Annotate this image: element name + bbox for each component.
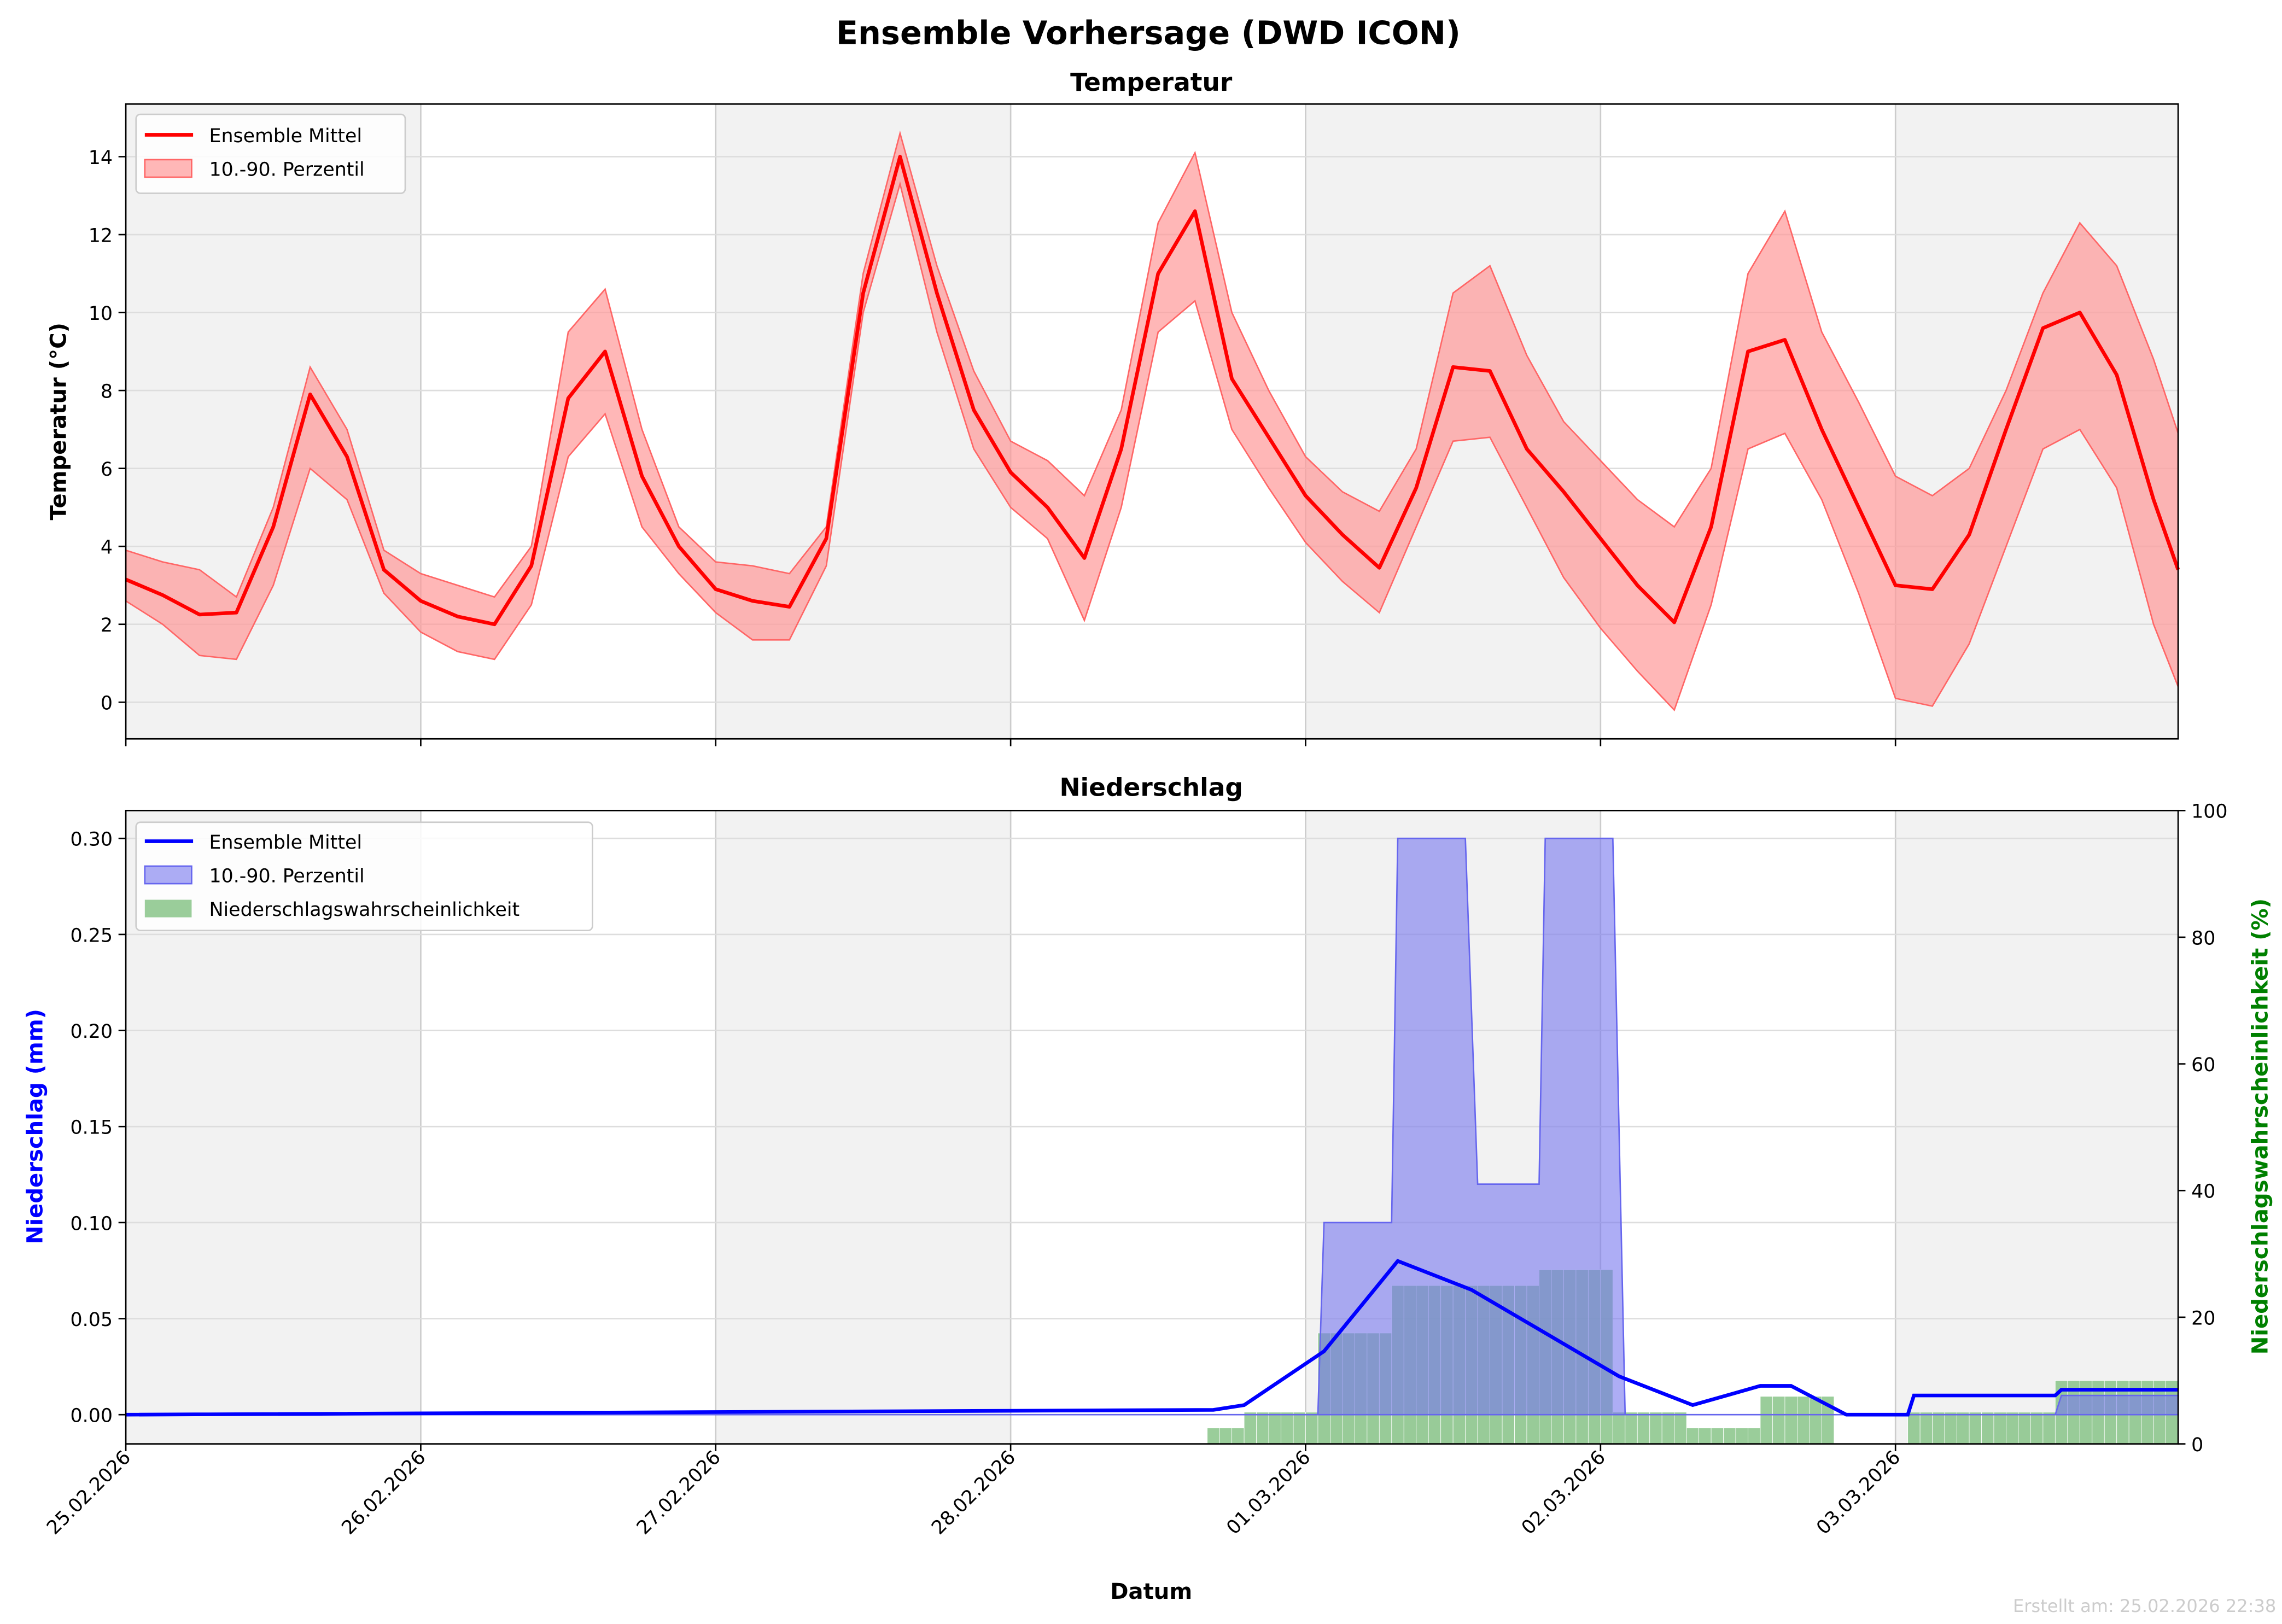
probability-bar: [1281, 1412, 1294, 1445]
legend-label: Ensemble Mittel: [209, 125, 363, 147]
probability-bar: [1305, 1412, 1318, 1445]
legend-label: 10.-90. Perzentil: [209, 159, 365, 180]
temperature-ylabel: Temperatur (°C): [46, 323, 71, 520]
probability-bar: [2006, 1412, 2019, 1445]
probability-bar: [1981, 1412, 1994, 1445]
y-tick-label: 10: [89, 303, 113, 325]
temperature-mean-line: [125, 155, 2180, 627]
legend-label: 10.-90. Perzentil: [209, 865, 365, 887]
legend-label: Ensemble Mittel: [209, 832, 363, 854]
y2-tick-label: 80: [2191, 927, 2215, 949]
y-tick-label: 12: [89, 225, 113, 247]
probability-bar: [1735, 1428, 1748, 1445]
precipitation-legend: Ensemble Mittel 10.-90. Perzentil Nieder…: [135, 821, 593, 932]
suptitle: Ensemble Vorhersage (DWD ICON): [836, 14, 1461, 52]
y-tick-label: 0.05: [71, 1309, 113, 1331]
precipitation-panel: 0.00 0.05 0.10 0.15 0.20 0.25 0.30 0 20 40 60 80 100…: [23, 773, 2273, 1605]
y-tick-label: 8: [101, 381, 113, 402]
probability-bar: [1293, 1412, 1306, 1445]
probability-bar: [1957, 1412, 1970, 1445]
probability-bar: [1661, 1412, 1675, 1445]
y-tick-label: 0.30: [71, 829, 113, 851]
probability-bar: [2018, 1412, 2031, 1445]
temperature-panel: 0 2 4 6 8 10 12 14 Temperatur Temperatur (°C) E…: [46, 68, 2180, 746]
footer-created: Erstellt am: 25.02.2026 22:38: [2013, 1596, 2276, 1616]
probability-bar: [2042, 1412, 2056, 1445]
probability-bar: [1207, 1428, 1220, 1445]
probability-bar: [2030, 1412, 2044, 1445]
probability-bar: [1674, 1412, 1687, 1445]
probability-bar: [1637, 1412, 1650, 1445]
y2-tick-label: 0: [2191, 1434, 2203, 1456]
probability-bar: [1784, 1396, 1797, 1445]
legend-patch-probability: [144, 899, 192, 918]
probability-bar: [1244, 1412, 1257, 1445]
temperature-axes-frame: [125, 103, 2179, 740]
precipitation-ylabel: Niederschlag (mm): [23, 1009, 48, 1244]
probability-bar: [1919, 1412, 1933, 1445]
legend-patch-band: [144, 159, 192, 178]
probability-bar: [1686, 1428, 1700, 1445]
y-tick-label: 0.20: [71, 1021, 113, 1043]
probability-bar: [1748, 1428, 1761, 1445]
probability-bar: [1772, 1396, 1785, 1445]
probability-bar: [1723, 1428, 1736, 1445]
y-tick-label: 0.00: [71, 1405, 113, 1427]
probability-bar: [1612, 1412, 1626, 1445]
temperature-legend: Ensemble Mittel 10.-90. Perzentil: [135, 113, 406, 194]
y2-tick-label: 100: [2191, 801, 2227, 823]
y-tick-label: 0.25: [71, 925, 113, 947]
precipitation-title: Niederschlag: [1059, 773, 1243, 802]
y-tick-label: 0: [101, 693, 113, 715]
y-tick-label: 0.10: [71, 1213, 113, 1235]
y-tick-label: 6: [101, 459, 113, 481]
day-shade: [126, 104, 421, 739]
probability-bar: [1649, 1412, 1662, 1445]
y2-tick-label: 40: [2191, 1181, 2215, 1203]
legend-label: Niederschlagswahrscheinlichkeit: [209, 899, 520, 921]
y-tick-label: 4: [101, 537, 113, 559]
precipitation-percentile-band: [126, 837, 2179, 1416]
probability-bar: [1232, 1428, 1245, 1445]
probability-bar: [1797, 1396, 1810, 1445]
probability-ylabel: Niederschlagswahrscheinlichkeit (%): [2248, 898, 2273, 1354]
probability-bar: [1944, 1412, 1957, 1445]
probability-bar: [1625, 1412, 1638, 1445]
y-tick-label: 2: [101, 615, 113, 636]
probability-bar: [1760, 1396, 1773, 1445]
probability-bar: [1699, 1428, 1712, 1445]
probability-bar: [1809, 1396, 1822, 1445]
x-axis-label: Datum: [1110, 1579, 1192, 1604]
y2-tick-label: 60: [2191, 1054, 2215, 1076]
probability-bar: [1711, 1428, 1724, 1445]
y-tick-label: 14: [89, 147, 113, 169]
y-tick-label: 0.15: [71, 1117, 113, 1139]
probability-bar: [1993, 1412, 2006, 1445]
probability-bar: [1907, 1412, 1921, 1445]
probability-bar: [1256, 1412, 1269, 1445]
probability-bar: [1268, 1412, 1281, 1445]
probability-bar: [1219, 1428, 1233, 1445]
probability-bar: [1969, 1412, 1982, 1445]
precipitation-mean-line: [126, 1259, 2179, 1417]
y2-tick-label: 20: [2191, 1307, 2215, 1329]
temperature-title: Temperatur: [1070, 68, 1233, 97]
probability-bar: [1932, 1412, 1945, 1445]
legend-patch-band: [144, 865, 192, 885]
